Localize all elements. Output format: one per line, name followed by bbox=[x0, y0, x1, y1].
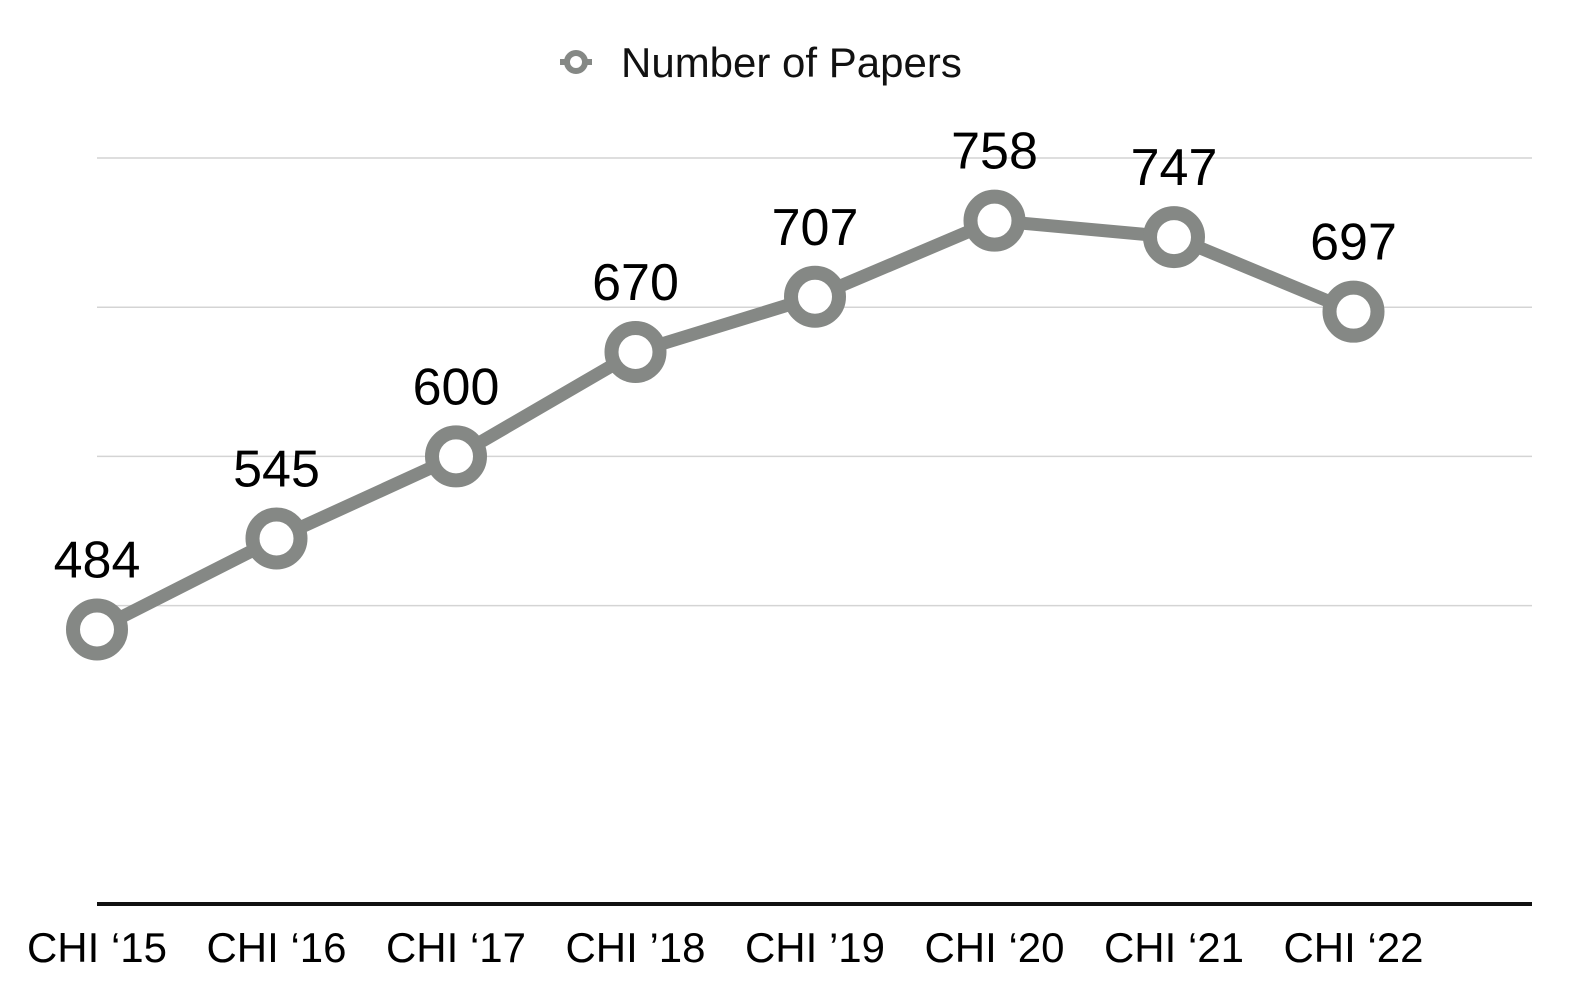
data-point-marker bbox=[425, 425, 487, 488]
data-labels: 484 545 600 670 707 758 747 697 bbox=[54, 123, 1397, 590]
x-tick-label: CHI ‘21 bbox=[1104, 924, 1244, 971]
data-label: 747 bbox=[1131, 139, 1218, 197]
series-number-of-papers bbox=[66, 189, 1385, 661]
x-tick-label: CHI ‘17 bbox=[386, 924, 526, 971]
data-point-marker bbox=[963, 189, 1026, 252]
data-label: 545 bbox=[233, 440, 320, 498]
data-label: 697 bbox=[1310, 214, 1397, 272]
x-tick-label: CHI ‘16 bbox=[206, 924, 346, 971]
data-point-marker bbox=[66, 598, 128, 661]
data-point-marker bbox=[1322, 280, 1385, 343]
data-point-marker bbox=[604, 320, 667, 383]
legend-marker-icon bbox=[564, 50, 588, 74]
x-tick-label: CHI ’19 bbox=[745, 924, 885, 971]
legend-label: Number of Papers bbox=[621, 39, 962, 86]
data-point-marker bbox=[1143, 206, 1205, 269]
data-point-marker bbox=[245, 507, 308, 570]
x-tick-label: CHI ’18 bbox=[565, 924, 705, 971]
series-line bbox=[90, 214, 1360, 636]
x-tick-label: CHI ‘20 bbox=[924, 924, 1064, 971]
data-label: 484 bbox=[54, 531, 141, 589]
x-tick-label: CHI ‘22 bbox=[1283, 924, 1423, 971]
data-label: 670 bbox=[592, 254, 679, 312]
data-label: 707 bbox=[772, 199, 859, 257]
legend: Number of Papers bbox=[560, 39, 962, 86]
data-label: 600 bbox=[413, 358, 500, 416]
x-tick-labels: CHI ‘15 CHI ‘16 CHI ‘17 CHI ’18 CHI ’19 CHI ‘… bbox=[27, 924, 1424, 971]
data-label: 758 bbox=[951, 123, 1038, 181]
x-tick-label: CHI ‘15 bbox=[27, 924, 167, 971]
data-point-marker bbox=[784, 265, 846, 328]
